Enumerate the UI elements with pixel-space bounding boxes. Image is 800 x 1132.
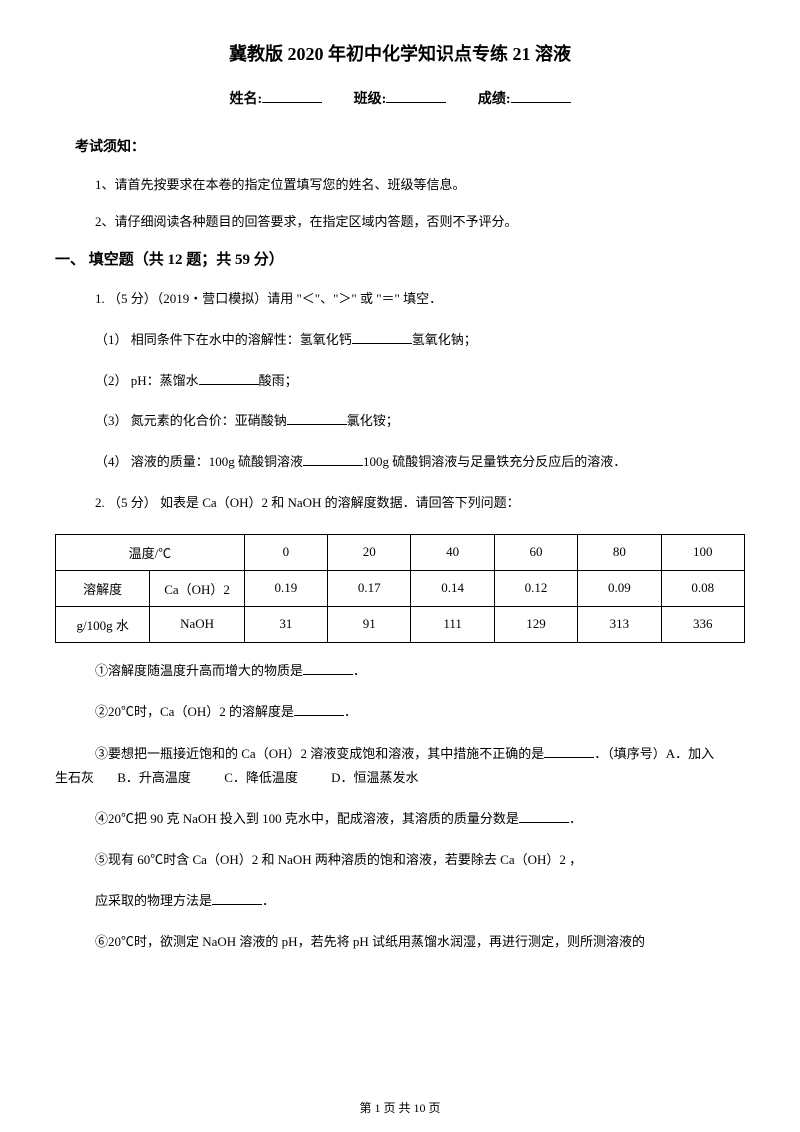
student-info-line: 姓名: 班级: 成绩: (55, 88, 745, 108)
q1-sub1-suffix: 氢氧化钠； (412, 332, 477, 347)
temp-0: 0 (244, 534, 327, 570)
q2-sub3-optB: B．升高温度 (117, 770, 191, 785)
solubility-table: 温度/℃ 0 20 40 60 80 100 溶解度 Ca（OH）2 0.19 … (55, 534, 745, 643)
name-label: 姓名: (229, 92, 262, 107)
temp-1: 20 (328, 534, 411, 570)
q2-sub4-blank[interactable] (519, 809, 569, 823)
q1-sub2: （2） pH：蒸馏水 酸雨； (55, 371, 745, 392)
q2-stem: 2. （5 分） 如表是 Ca（OH）2 和 NaOH 的溶解度数据．请回答下列… (55, 493, 745, 514)
q2-sub6: ⑥20℃时，欲测定 NaOH 溶液的 pH，若先将 pH 试纸用蒸馏水润湿，再进… (55, 932, 745, 953)
unit-header: g/100g 水 (56, 606, 150, 642)
caoh2-label: Ca（OH）2 (150, 570, 244, 606)
q1-stem: 1. （5 分）（2019・营口模拟）请用 "＜"、"＞" 或 "＝" 填空． (55, 289, 745, 310)
section-1-title: 一、 填空题（共 12 题；共 59 分） (55, 248, 745, 269)
q2-sub5b-blank[interactable] (212, 891, 262, 905)
q1-sub2-suffix: 酸雨； (259, 373, 298, 388)
page-title: 冀教版 2020 年初中化学知识点专练 21 溶液 (55, 40, 745, 66)
temp-3: 60 (494, 534, 577, 570)
q2-sub1-blank[interactable] (303, 661, 353, 675)
naoh-4: 313 (578, 606, 661, 642)
naoh-5: 336 (661, 606, 744, 642)
q2-sub3-optA-cont: 生石灰 (55, 770, 94, 785)
temp-4: 80 (578, 534, 661, 570)
class-label: 班级: (354, 92, 387, 107)
q2-sub2: ②20℃时，Ca（OH）2 的溶解度是 ． (55, 702, 745, 723)
q2-sub5: ⑤现有 60℃时含 Ca（OH）2 和 NaOH 两种溶质的饱和溶液，若要除去 … (55, 850, 745, 871)
naoh-label: NaOH (150, 606, 244, 642)
instruction-2: 2、请仔细阅读各种题目的回答要求，在指定区域内答题，否则不予评分。 (55, 211, 745, 230)
caoh2-5: 0.08 (661, 570, 744, 606)
q2-sub3: ③要想把一瓶接近饱和的 Ca（OH）2 溶液变成饱和溶液，其中措施不正确的是 ．（… (55, 742, 745, 789)
naoh-3: 129 (494, 606, 577, 642)
caoh2-3: 0.12 (494, 570, 577, 606)
exam-notice-header: 考试须知： (55, 136, 745, 156)
q2-sub1-text: ①溶解度随温度升高而增大的物质是 (95, 663, 303, 678)
q2-sub5b-text: 应采取的物理方法是 (95, 893, 212, 908)
temp-5: 100 (661, 534, 744, 570)
caoh2-1: 0.17 (328, 570, 411, 606)
q1-sub3-suffix: 氯化铵； (347, 413, 399, 428)
q2-sub2-text: ②20℃时，Ca（OH）2 的溶解度是 (95, 704, 294, 719)
q1-sub4-prefix: （4） 溶液的质量：100g 硫酸铜溶液 (95, 454, 303, 469)
q1-sub3: （3） 氮元素的化合价：亚硝酸钠 氯化铵； (55, 411, 745, 432)
table-row-header: 温度/℃ 0 20 40 60 80 100 (56, 534, 745, 570)
q2-sub4-suffix: ． (569, 811, 582, 826)
q2-sub4-text: ④20℃把 90 克 NaOH 投入到 100 克水中，配成溶液，其溶质的质量分… (95, 811, 519, 826)
q2-sub1-suffix: ． (353, 663, 366, 678)
caoh2-0: 0.19 (244, 570, 327, 606)
q1-sub2-blank[interactable] (199, 371, 259, 385)
q1-sub1-prefix: （1） 相同条件下在水中的溶解性：氢氧化钙 (95, 332, 352, 347)
q2-sub3-optC: C．降低温度 (224, 770, 298, 785)
q2-sub2-blank[interactable] (294, 702, 344, 716)
q1-sub1: （1） 相同条件下在水中的溶解性：氢氧化钙 氢氧化钠； (55, 330, 745, 351)
temp-header: 温度/℃ (56, 534, 245, 570)
q2-sub1: ①溶解度随温度升高而增大的物质是 ． (55, 661, 745, 682)
q2-sub5b: 应采取的物理方法是 ． (55, 891, 745, 912)
q1-sub3-blank[interactable] (287, 411, 347, 425)
class-blank[interactable] (386, 102, 446, 103)
q1-sub4-blank[interactable] (303, 452, 363, 466)
q2-sub3-suffix: ．（填序号）A．加入 (594, 746, 714, 761)
caoh2-2: 0.14 (411, 570, 494, 606)
naoh-0: 31 (244, 606, 327, 642)
q1-sub2-prefix: （2） pH：蒸馏水 (95, 373, 199, 388)
table-row-naoh: g/100g 水 NaOH 31 91 111 129 313 336 (56, 606, 745, 642)
score-blank[interactable] (511, 102, 571, 103)
q2-sub5b-suffix: ． (262, 893, 275, 908)
q1-sub3-prefix: （3） 氮元素的化合价：亚硝酸钠 (95, 413, 287, 428)
page-footer: 第 1 页 共 10 页 (0, 1099, 800, 1116)
naoh-1: 91 (328, 606, 411, 642)
name-blank[interactable] (262, 102, 322, 103)
q2-sub3-optD: D．恒温蒸发水 (331, 770, 418, 785)
q2-sub4: ④20℃把 90 克 NaOH 投入到 100 克水中，配成溶液，其溶质的质量分… (55, 809, 745, 830)
sol-header: 溶解度 (56, 570, 150, 606)
q1-sub1-blank[interactable] (352, 330, 412, 344)
temp-2: 40 (411, 534, 494, 570)
instruction-1: 1、请首先按要求在本卷的指定位置填写您的姓名、班级等信息。 (55, 174, 745, 193)
q2-sub3-line1: ③要想把一瓶接近饱和的 Ca（OH）2 溶液变成饱和溶液，其中措施不正确的是 (95, 746, 544, 761)
caoh2-4: 0.09 (578, 570, 661, 606)
q2-sub3-blank[interactable] (544, 744, 594, 758)
naoh-2: 111 (411, 606, 494, 642)
q2-sub2-suffix: ． (344, 704, 357, 719)
q1-sub4: （4） 溶液的质量：100g 硫酸铜溶液 100g 硫酸铜溶液与足量铁充分反应后的… (55, 452, 745, 473)
q1-sub4-suffix: 100g 硫酸铜溶液与足量铁充分反应后的溶液． (363, 454, 626, 469)
score-label: 成绩: (478, 92, 511, 107)
table-row-caoh2: 溶解度 Ca（OH）2 0.19 0.17 0.14 0.12 0.09 0.0… (56, 570, 745, 606)
